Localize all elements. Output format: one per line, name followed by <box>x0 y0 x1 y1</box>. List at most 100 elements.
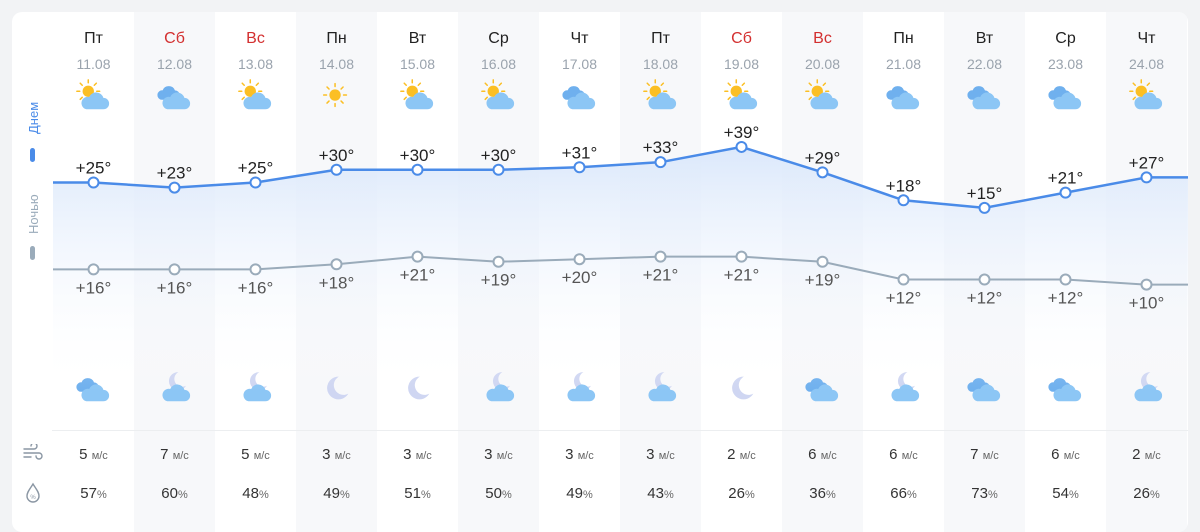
sun-cloud-icon <box>481 79 515 110</box>
humidity: 60% <box>161 485 188 502</box>
date: 12.08 <box>156 56 193 72</box>
date: 13.08 <box>237 56 274 72</box>
day-point <box>1059 186 1072 199</box>
weekday: Ср <box>1055 30 1076 47</box>
weekday: Сб <box>731 30 752 47</box>
date: 20.08 <box>804 56 841 72</box>
day-column[interactable]: Сб 19.08 2 м/с 26% <box>701 12 782 532</box>
night-point <box>330 258 343 271</box>
humidity: 73% <box>971 485 998 502</box>
night-temp-label: +16° <box>157 278 193 297</box>
night-temp-label: +16° <box>238 278 274 297</box>
night-point <box>897 273 910 286</box>
wind-icon <box>23 444 43 460</box>
day-point <box>654 156 667 169</box>
wind-speed: 2 м/с <box>727 446 756 463</box>
night-temp-label: +21° <box>400 266 436 285</box>
day-point <box>816 166 829 179</box>
humidity: 43% <box>647 485 674 502</box>
wind-speed: 3 м/с <box>565 446 594 463</box>
night-point <box>168 263 181 276</box>
day-point <box>249 176 262 189</box>
date: 17.08 <box>561 56 598 72</box>
day-legend-mark <box>30 148 35 162</box>
night-temp-label: +10° <box>1129 294 1165 313</box>
night-temp-label: +16° <box>76 278 112 297</box>
day-temp-label: +21° <box>1048 169 1084 188</box>
humidity: 57% <box>80 485 107 502</box>
date: 16.08 <box>480 56 517 72</box>
day-point <box>978 201 991 214</box>
clouds-icon <box>1048 86 1082 110</box>
day-temp-label: +15° <box>967 184 1003 203</box>
day-point <box>87 176 100 189</box>
day-point <box>735 140 748 153</box>
weekday: Вс <box>813 30 832 47</box>
clouds-icon <box>967 86 1001 110</box>
day-point <box>411 163 424 176</box>
day-line <box>53 145 1188 210</box>
day-temp-label: +30° <box>481 146 517 165</box>
day-column[interactable]: Пн 21.08 6 м/с 66% <box>863 12 944 532</box>
humidity: 49% <box>323 485 350 502</box>
humidity: 54% <box>1052 485 1079 502</box>
day-column[interactable]: Чт 17.08 3 м/с 49% <box>539 12 620 532</box>
wind-speed: 6 м/с <box>889 446 918 463</box>
day-point <box>168 181 181 194</box>
weekday: Пн <box>893 30 914 47</box>
humidity: 36% <box>809 485 836 502</box>
sun-cloud-icon <box>238 79 272 110</box>
wind-speed: 5 м/с <box>79 446 108 463</box>
clouds-icon <box>562 86 596 110</box>
date: 14.08 <box>318 56 355 72</box>
weekday: Вс <box>246 30 265 47</box>
weekday: Чт <box>1137 30 1156 47</box>
sun-cloud-icon <box>1129 79 1163 110</box>
day-label: Днем <box>26 101 41 134</box>
day-temp-label: +30° <box>400 146 436 165</box>
night-point <box>411 250 424 263</box>
date: 15.08 <box>399 56 436 72</box>
sun-icon <box>322 82 348 108</box>
day-point <box>1140 171 1153 184</box>
date: 11.08 <box>76 56 111 72</box>
night-point <box>1140 278 1153 291</box>
wind-speed: 6 м/с <box>808 446 837 463</box>
day-area <box>53 146 1188 392</box>
day-point <box>573 161 586 174</box>
day-temp-label: +25° <box>76 159 112 178</box>
weekday: Пт <box>651 30 670 47</box>
night-point <box>816 255 829 268</box>
wind-speed: 3 м/с <box>484 446 513 463</box>
night-temp-label: +19° <box>481 271 517 290</box>
day-temp-label: +25° <box>238 159 274 178</box>
night-line <box>53 255 1188 286</box>
day-column[interactable]: Вт 15.08 3 м/с 51% <box>377 12 458 532</box>
night-point <box>1059 273 1072 286</box>
wind-speed: 7 м/с <box>970 446 999 463</box>
sun-cloud-icon <box>643 79 677 110</box>
night-temp-label: +19° <box>805 271 841 290</box>
sun-cloud-icon <box>805 79 839 110</box>
night-point <box>87 263 100 276</box>
wind-speed: 7 м/с <box>160 446 189 463</box>
clouds-icon <box>157 86 191 110</box>
temperature-chart: +25° +23° +25° +30° +30° +30° +31° +33° +39° +29°… <box>53 123 1188 392</box>
day-column[interactable]: Пт 11.08 5 м/с 57% <box>53 12 134 532</box>
divider <box>52 430 1188 431</box>
night-temp-label: +12° <box>967 289 1003 308</box>
weekday: Чт <box>570 30 589 47</box>
humidity: 50% <box>485 485 512 502</box>
humidity: 66% <box>890 485 917 502</box>
night-temp-label: +18° <box>319 273 355 292</box>
humidity: 26% <box>1133 485 1160 502</box>
night-point <box>654 250 667 263</box>
weekday: Вт <box>975 30 994 47</box>
humidity-drop-icon: % <box>26 482 40 503</box>
night-temp-label: +12° <box>1048 289 1084 308</box>
day-temp-label: +27° <box>1129 153 1165 172</box>
humidity: 51% <box>404 485 431 502</box>
night-legend-mark <box>30 246 35 260</box>
wind-speed: 5 м/с <box>241 446 270 463</box>
weekday: Пн <box>326 30 347 47</box>
